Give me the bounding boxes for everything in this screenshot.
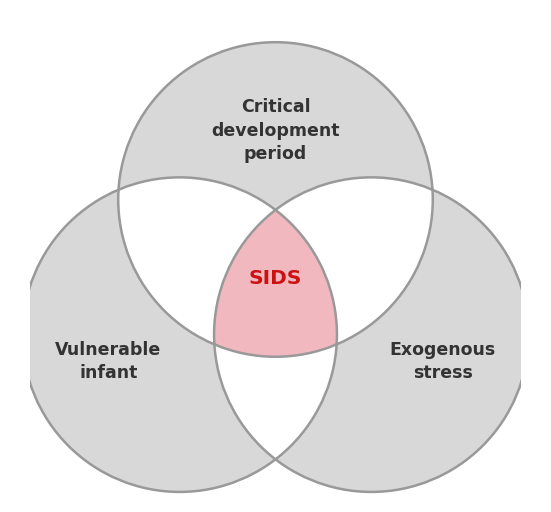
Text: Vulnerable
infant: Vulnerable infant [55, 341, 161, 382]
Text: SIDS: SIDS [249, 269, 302, 288]
Text: Exogenous
stress: Exogenous stress [390, 341, 496, 382]
Text: Critical
development
period: Critical development period [211, 98, 340, 163]
